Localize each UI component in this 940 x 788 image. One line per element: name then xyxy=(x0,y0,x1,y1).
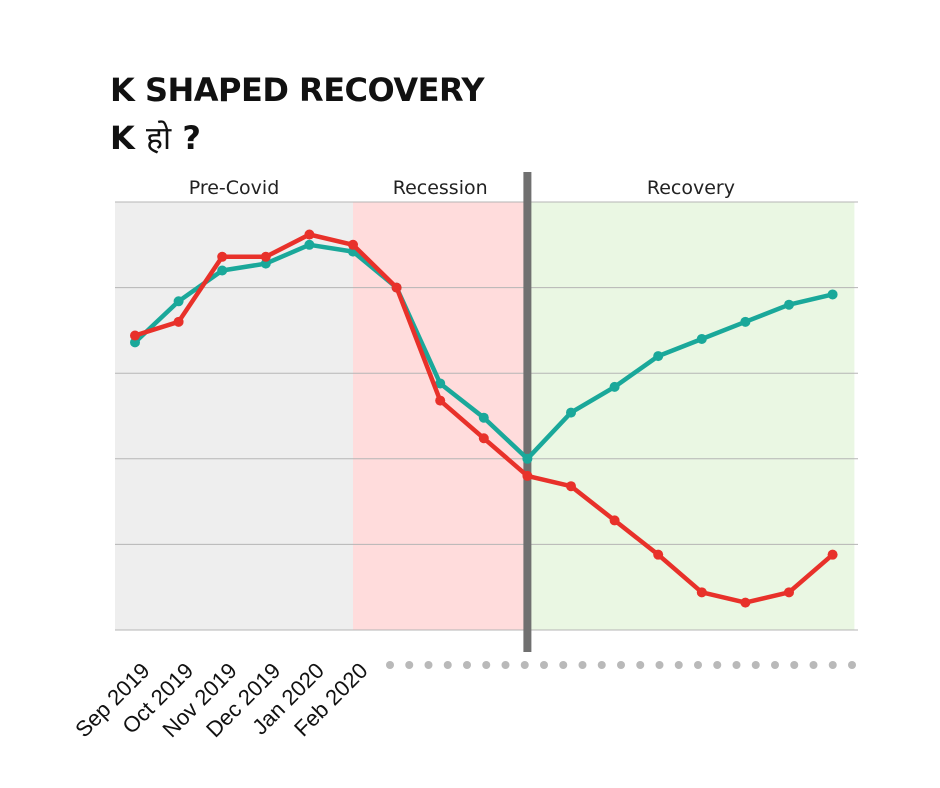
series-0-point xyxy=(478,412,489,423)
region-label-recovery: Recovery xyxy=(647,177,735,199)
axis-dot xyxy=(443,661,452,669)
axis-dot xyxy=(848,661,856,669)
series-0-point xyxy=(522,453,533,464)
axis-dot xyxy=(790,661,799,669)
series-1-point xyxy=(653,549,664,560)
series-1-point xyxy=(130,330,140,341)
series-1-point xyxy=(260,251,271,262)
series-0-point xyxy=(173,296,184,307)
chart-title: K SHAPED RECOVERY xyxy=(110,71,485,109)
subtitle-k: K xyxy=(110,119,135,157)
axis-dot xyxy=(386,661,394,669)
series-0-point xyxy=(217,265,228,276)
series-0-point xyxy=(260,258,271,269)
axis-dot xyxy=(771,661,779,669)
series-1-point xyxy=(173,316,184,327)
series-1-point xyxy=(522,470,533,481)
series-0-point xyxy=(304,239,315,250)
axis-dot xyxy=(809,661,818,669)
axis-dot xyxy=(520,661,529,669)
series-1-point xyxy=(609,515,620,526)
axis-dot xyxy=(405,661,414,669)
axis-dot xyxy=(597,661,606,669)
axis-dot xyxy=(578,661,587,669)
chart-subtitle: K हो ? xyxy=(110,118,201,158)
series-1-point xyxy=(740,597,751,608)
region-label-recession: Recession xyxy=(393,177,488,199)
subtitle-question: ? xyxy=(182,119,201,157)
axis-dot xyxy=(482,661,491,669)
axis-dot xyxy=(694,661,702,669)
axis-dot xyxy=(732,661,741,669)
axis-dot xyxy=(751,661,760,669)
series-1-point xyxy=(391,282,402,293)
axis-dot xyxy=(713,661,722,669)
subtitle-hindi: हो xyxy=(145,119,172,157)
axis-dot xyxy=(617,661,625,669)
axis-dot xyxy=(463,661,471,669)
series-1-point xyxy=(566,481,576,492)
series-0-point xyxy=(435,378,446,389)
series-1-point xyxy=(435,395,446,406)
series-1-point xyxy=(478,433,489,444)
series-0-point xyxy=(609,381,620,392)
axis-dot xyxy=(559,661,568,669)
axis-dot xyxy=(501,661,510,669)
series-0-point xyxy=(784,299,794,310)
series-1-point xyxy=(348,239,358,250)
series-1-point xyxy=(304,229,315,240)
region-recovery xyxy=(527,202,855,630)
series-0-point xyxy=(696,333,707,344)
region-recession xyxy=(353,202,528,630)
series-0-point xyxy=(566,407,576,418)
series-0-point xyxy=(740,316,751,327)
axis-dot xyxy=(674,661,683,669)
series-0-point xyxy=(130,337,140,348)
series-0-point xyxy=(827,289,838,300)
series-0-point xyxy=(653,351,664,362)
series-1-point xyxy=(784,587,794,598)
axis-dot xyxy=(828,661,837,669)
axis-dot xyxy=(655,661,664,669)
axis-dot xyxy=(424,661,433,669)
axis-dot xyxy=(540,661,548,669)
series-1-point xyxy=(696,587,707,598)
series-1-point xyxy=(217,251,228,262)
region-label-pre-covid: Pre-Covid xyxy=(189,177,280,199)
region-pre-covid xyxy=(115,202,353,630)
series-1-point xyxy=(827,549,838,560)
axis-dot xyxy=(636,661,645,669)
